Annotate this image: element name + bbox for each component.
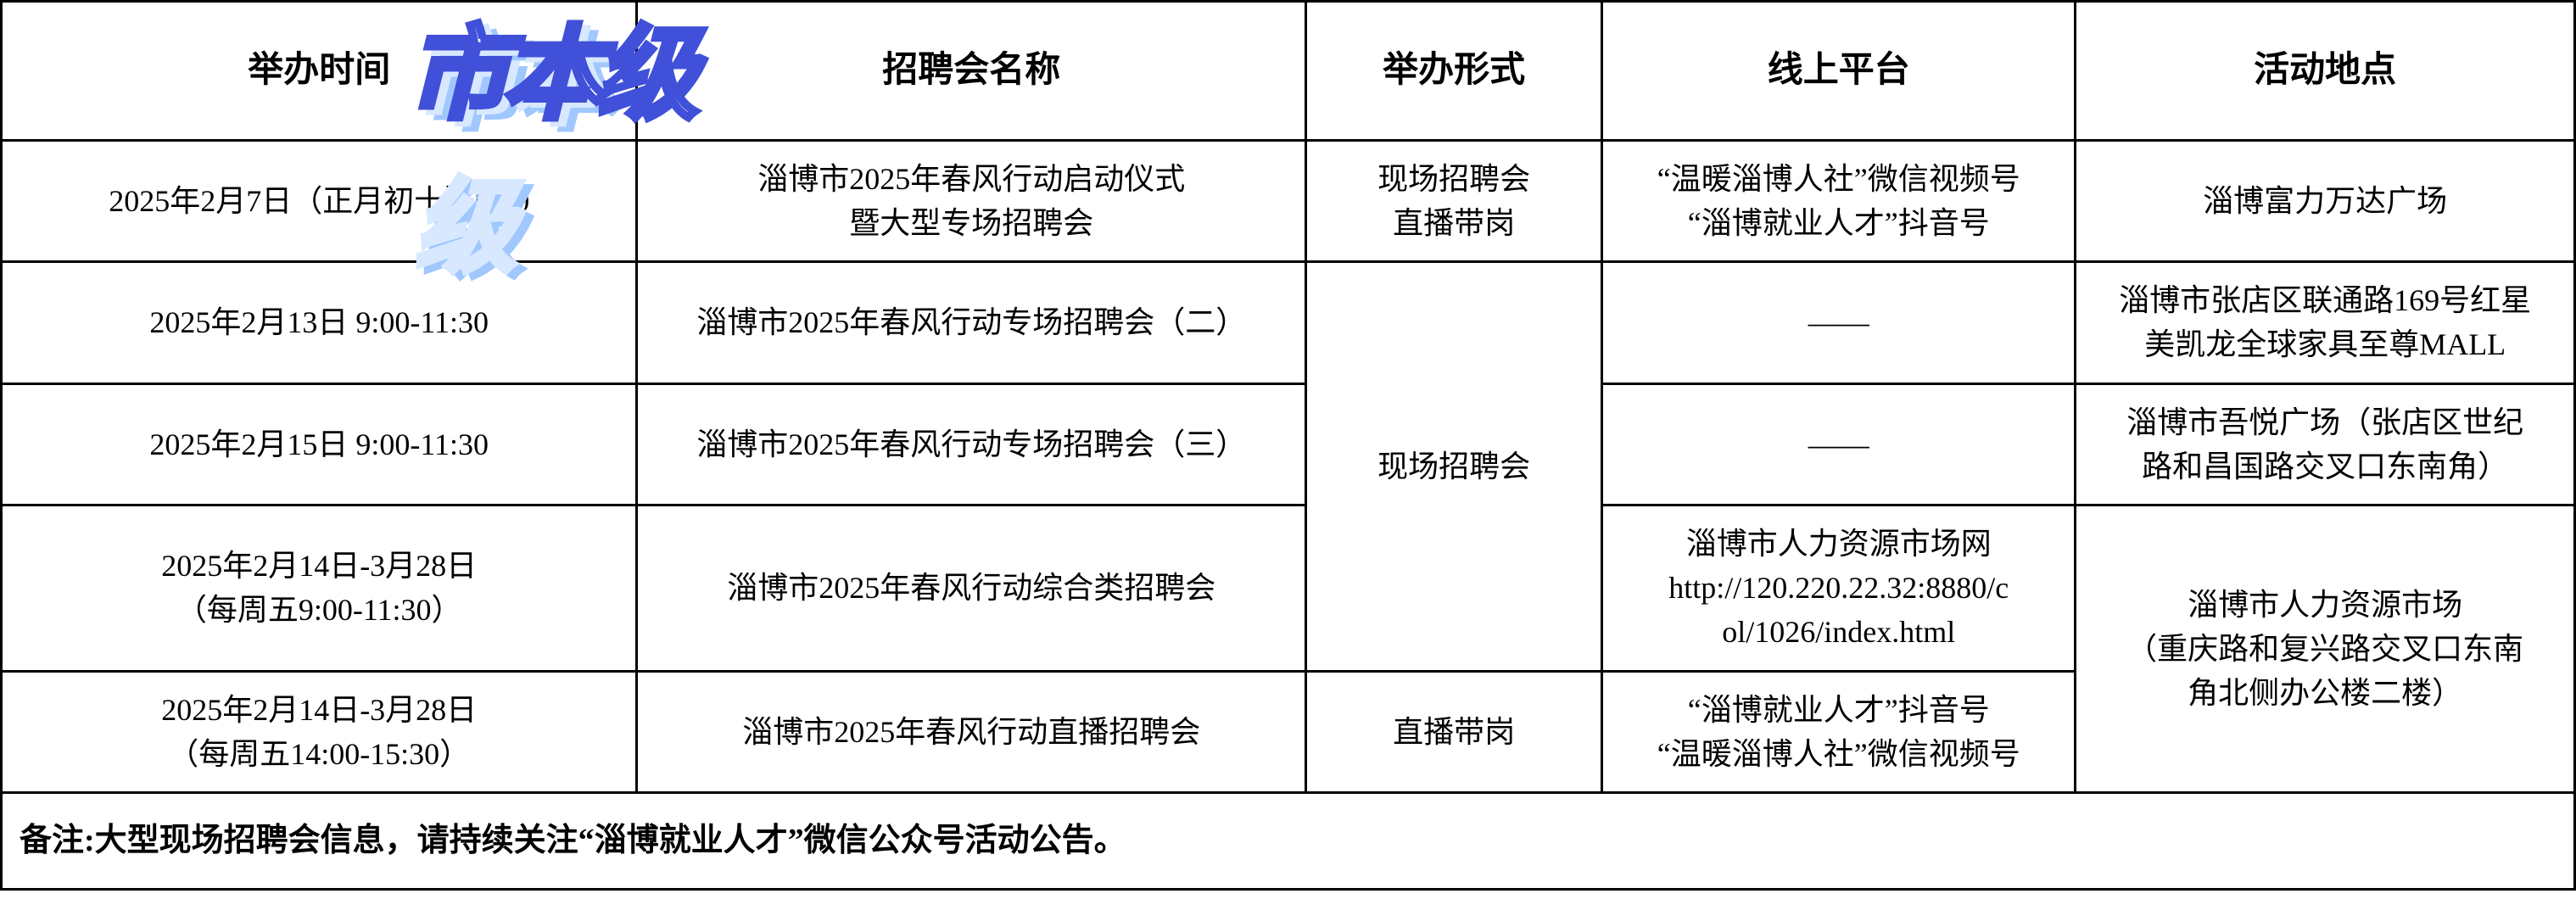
table-row: 2025年2月13日 9:00-11:30 淄博市2025年春风行动专场招聘会（… — [2, 262, 2575, 383]
cell-name: 淄博市2025年春风行动直播招聘会 — [637, 671, 1306, 792]
cell-online: “淄博就业人才”抖音号 “温暖淄博人社”微信视频号 — [1602, 671, 2076, 792]
cell-format: 现场招聘会 直播带岗 — [1306, 140, 1602, 261]
header-online: 线上平台 — [1602, 2, 2076, 141]
cell-venue-merged: 淄博市人力资源市场 （重庆路和复兴路交叉口东南 角北侧办公楼二楼） — [2076, 505, 2575, 793]
cell-venue: 淄博市张店区联通路169号红星 美凯龙全球家具至尊MALL — [2076, 262, 2575, 383]
header-name: 招聘会名称 — [637, 2, 1306, 141]
cell-name: 淄博市2025年春风行动专场招聘会（三） — [637, 383, 1306, 505]
table-row: 2025年2月15日 9:00-11:30 淄博市2025年春风行动专场招聘会（… — [2, 383, 2575, 505]
cell-online: “温暖淄博人社”微信视频号 “淄博就业人才”抖音号 — [1602, 140, 2076, 261]
cell-name: 淄博市2025年春风行动启动仪式 暨大型专场招聘会 — [637, 140, 1306, 261]
cell-venue: 淄博市吾悦广场（张店区世纪 路和昌国路交叉口东南角） — [2076, 383, 2575, 505]
cell-time: 2025年2月13日 9:00-11:30 — [2, 262, 637, 383]
table-row: 2025年2月14日-3月28日 （每周五9:00-11:30） 淄博市2025… — [2, 505, 2575, 672]
cell-time: 2025年2月15日 9:00-11:30 — [2, 383, 637, 505]
schedule-table: 举办时间 招聘会名称 举办形式 线上平台 活动地点 2025年2月7日（正月初十… — [0, 0, 2576, 891]
cell-name: 淄博市2025年春风行动专场招聘会（二） — [637, 262, 1306, 383]
cell-time: 2025年2月14日-3月28日 （每周五14:00-15:30） — [2, 671, 637, 792]
cell-online: 淄博市人力资源市场网 http://120.220.22.32:8880/c o… — [1602, 505, 2076, 672]
header-time: 举办时间 — [2, 2, 637, 141]
footnote-row: 备注:大型现场招聘会信息，请持续关注“淄博就业人才”微信公众号活动公告。 — [2, 792, 2575, 889]
cell-name: 淄博市2025年春风行动综合类招聘会 — [637, 505, 1306, 672]
cell-time: 2025年2月14日-3月28日 （每周五9:00-11:30） — [2, 505, 637, 672]
cell-online: —— — [1602, 383, 2076, 505]
header-row: 举办时间 招聘会名称 举办形式 线上平台 活动地点 — [2, 2, 2575, 141]
header-venue: 活动地点 — [2076, 2, 2575, 141]
cell-online: —— — [1602, 262, 2076, 383]
cell-format: 直播带岗 — [1306, 671, 1602, 792]
cell-time: 2025年2月7日（正月初十）9:00 — [2, 140, 637, 261]
header-format: 举办形式 — [1306, 2, 1602, 141]
cell-venue: 淄博富力万达广场 — [2076, 140, 2575, 261]
footnote: 备注:大型现场招聘会信息，请持续关注“淄博就业人才”微信公众号活动公告。 — [2, 792, 2575, 889]
cell-format-merged: 现场招聘会 — [1306, 262, 1602, 671]
table-row: 2025年2月7日（正月初十）9:00 淄博市2025年春风行动启动仪式 暨大型… — [2, 140, 2575, 261]
